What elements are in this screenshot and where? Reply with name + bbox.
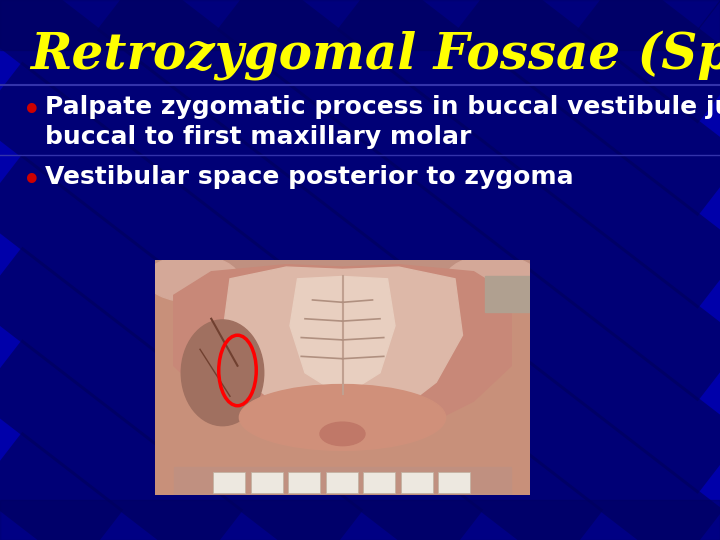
Polygon shape — [290, 276, 395, 396]
Ellipse shape — [239, 384, 446, 450]
Bar — [438, 471, 470, 492]
Text: •: • — [22, 165, 42, 198]
Ellipse shape — [145, 255, 239, 302]
Bar — [251, 471, 282, 492]
Polygon shape — [222, 267, 462, 431]
Text: buccal to first maxillary molar: buccal to first maxillary molar — [45, 125, 472, 149]
Ellipse shape — [320, 422, 365, 446]
Bar — [288, 471, 320, 492]
Ellipse shape — [181, 320, 264, 426]
Text: Palpate zygomatic process in buccal vestibule just: Palpate zygomatic process in buccal vest… — [45, 95, 720, 119]
Ellipse shape — [446, 255, 539, 302]
Bar — [174, 467, 511, 495]
Bar — [363, 471, 395, 492]
Ellipse shape — [117, 213, 567, 307]
Bar — [400, 471, 433, 492]
Text: •: • — [22, 95, 42, 128]
Polygon shape — [174, 265, 511, 443]
Bar — [325, 471, 358, 492]
Bar — [0, 500, 720, 540]
Text: Retrozygomal Fossae (Space): Retrozygomal Fossae (Space) — [30, 30, 720, 80]
Bar — [485, 276, 530, 312]
Bar — [0, 0, 720, 50]
Bar — [213, 471, 245, 492]
Text: Vestibular space posterior to zygoma: Vestibular space posterior to zygoma — [45, 165, 574, 189]
